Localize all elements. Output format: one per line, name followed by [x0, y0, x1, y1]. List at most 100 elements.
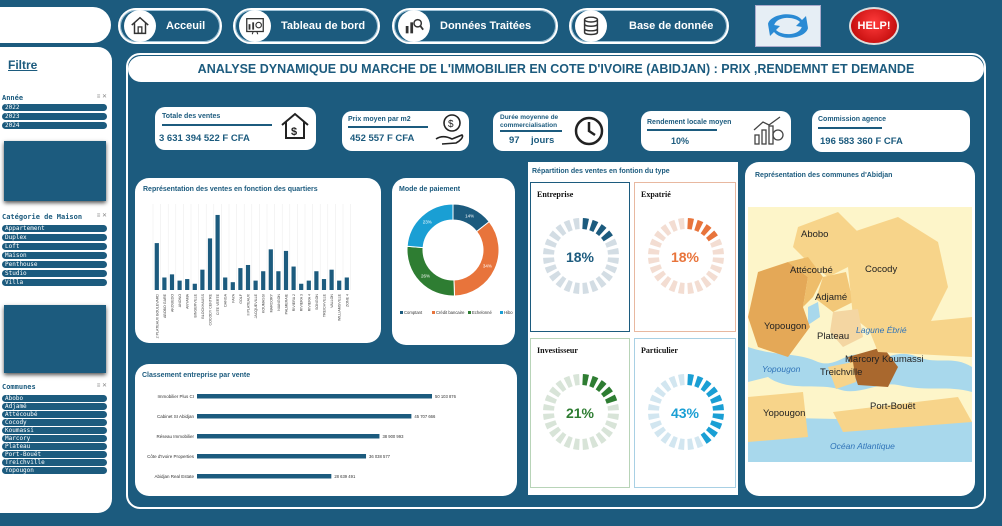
- annee-slicer-item[interactable]: 2024: [2, 122, 107, 129]
- categorie-slicer-item[interactable]: Penthouse: [2, 261, 107, 268]
- gauge-segment: [654, 386, 666, 398]
- svg-text:$: $: [291, 126, 297, 138]
- communes-slicer-item[interactable]: Adjamé: [2, 403, 107, 410]
- help-button[interactable]: HELP!: [848, 5, 900, 47]
- quartier-bar: [329, 269, 334, 290]
- paiement-legend-swatch: [400, 311, 403, 314]
- paiement-panel: Mode de paiement 14% 34% 26% 23% Comptant Cré…: [392, 178, 515, 345]
- type-card-title: Particulier: [641, 346, 678, 355]
- gauge-segment: [573, 438, 580, 450]
- gauge-segment: [544, 420, 557, 430]
- paiement-slice-label: 23%: [423, 220, 432, 225]
- quartier-tick-label: KOUMASSI: [262, 294, 266, 313]
- gauge-segment: [549, 426, 561, 438]
- map-label-port-bouet: Port-Bouët: [870, 401, 916, 412]
- classement-value-label: 36 038 577: [369, 454, 391, 459]
- gauge-segment: [678, 374, 685, 386]
- communes-slicer-clear-icon[interactable]: ≡ ✕: [96, 383, 107, 389]
- map-label-ocean: Océan Atlantique: [830, 441, 895, 451]
- annee-slicer-item[interactable]: 2023: [2, 113, 107, 120]
- gauge-segment: [700, 380, 712, 392]
- communes-slicer-item[interactable]: Attécoubé: [2, 411, 107, 418]
- quartier-tick-label: RIVIERA 4: [307, 294, 311, 311]
- quartier-bar: [299, 283, 304, 290]
- type-card-title: Entreprise: [537, 190, 574, 199]
- filtre-title: Filtre: [8, 58, 38, 72]
- quartier-tick-label: FAYA: [231, 293, 235, 302]
- page-title: ANALYSE DYNAMIQUE DU MARCHE DE L'IMMOBIL…: [197, 62, 915, 76]
- quartier-bar: [314, 271, 319, 290]
- tableau-de-bord-button[interactable]: Tableau de bord: [233, 8, 380, 44]
- gauge-segment: [649, 420, 662, 430]
- quartier-bar: [223, 277, 228, 290]
- communes-slicer-item[interactable]: Marcory: [2, 435, 107, 442]
- annee-slicer-item[interactable]: 2022: [2, 104, 107, 111]
- quartier-tick-label: RIVIERA 3: [300, 294, 304, 311]
- gauge-segment: [654, 230, 666, 242]
- categorie-slicer-clear-icon[interactable]: ≡ ✕: [96, 213, 107, 219]
- categorie-slicer-item[interactable]: Duplex: [2, 234, 107, 241]
- kpi-prix-moyen: Prix moyen par m2 452 557 F CFA $: [342, 111, 469, 151]
- classement-bar: [197, 434, 380, 439]
- data-analysis-icon: [398, 10, 430, 42]
- quartier-bar: [215, 214, 220, 290]
- gauge-segment: [595, 432, 607, 444]
- categorie-slicer-item[interactable]: Appartement: [2, 225, 107, 232]
- quartier-bar: [344, 277, 349, 290]
- map-label-yopougon-north: Yopougon: [764, 321, 807, 332]
- categorie-slicer-item[interactable]: Villa: [2, 279, 107, 286]
- paiement-slice: [453, 220, 500, 297]
- donnees-traitees-button[interactable]: Données Traitées: [392, 8, 558, 44]
- gauge-segment: [710, 264, 723, 274]
- communes-slicer-item[interactable]: Plateau: [2, 443, 107, 450]
- categorie-slicer-item[interactable]: Studio: [2, 270, 107, 277]
- communes-slicer-item[interactable]: Abobo: [2, 395, 107, 402]
- annee-slicer-clear-icon[interactable]: ≡ ✕: [96, 94, 107, 100]
- gauge-segment: [712, 257, 724, 264]
- dashboard-icon: [239, 10, 271, 42]
- quartier-tick-label: SONGON: [315, 294, 319, 310]
- classement-panel: Classement entreprise par vente Immobili…: [135, 364, 517, 496]
- gauge-segment: [694, 436, 704, 449]
- filter-image-1: [4, 141, 106, 201]
- annee-slicer-title: Année: [2, 94, 24, 102]
- abidjan-map: Abobo Attécoubé Cocody Adjamé Yopougon P…: [748, 207, 972, 462]
- gauge-segment: [605, 394, 618, 404]
- categorie-slicer-item[interactable]: Loft: [2, 243, 107, 250]
- map-label-yopougon-south: Yopougon: [763, 408, 806, 419]
- type-title: Répartition des ventes en fontion du typ…: [532, 168, 670, 175]
- quartier-bar: [337, 280, 342, 290]
- gauge-segment: [607, 257, 619, 264]
- communes-slicer-item[interactable]: Treichville: [2, 459, 107, 466]
- gauge-segment: [706, 230, 718, 242]
- communes-slicer-item[interactable]: Koumassi: [2, 427, 107, 434]
- gauge-segment: [710, 394, 723, 404]
- paiement-legend-label: Hibo: [504, 310, 513, 315]
- svg-text:$: $: [448, 119, 454, 130]
- classement-value-label: 38 900 993: [382, 434, 404, 439]
- gauge-segment: [700, 432, 712, 444]
- kpi-duree-underline: [500, 130, 562, 132]
- communes-slicer-item[interactable]: Yopougon: [2, 467, 107, 474]
- accueil-button[interactable]: Acceuil: [118, 8, 222, 44]
- quartier-bar: [192, 283, 197, 290]
- kpi-total-ventes: Totale des ventes 3 631 394 522 F CFA $: [155, 107, 316, 150]
- refresh-button[interactable]: [755, 5, 821, 47]
- quartier-bar: [154, 243, 159, 290]
- categorie-slicer-item[interactable]: Maison: [2, 252, 107, 259]
- quartier-tick-label: RIVIERA 2: [292, 294, 296, 311]
- classement-category-label: Réseau Immobilier: [156, 434, 194, 439]
- type-gauge: [543, 218, 619, 294]
- communes-slicer-item[interactable]: Cocody: [2, 419, 107, 426]
- gauge-segment: [555, 380, 567, 392]
- type-panel: Répartition des ventes en fontion du typ…: [528, 162, 738, 495]
- accueil-label: Acceuil: [166, 20, 206, 32]
- gauge-segment: [589, 280, 599, 293]
- classement-bar: [197, 454, 367, 459]
- communes-slicer-item[interactable]: Port-Bouët: [2, 451, 107, 458]
- base-de-donnee-button[interactable]: Base de donnée: [569, 8, 729, 44]
- classement-category-label: Immobilier Plus CI: [157, 394, 194, 399]
- type-card-2: Investisseur 21%: [530, 338, 630, 488]
- clock-icon: [574, 116, 604, 146]
- classement-value-label: 28 639 491: [334, 474, 356, 479]
